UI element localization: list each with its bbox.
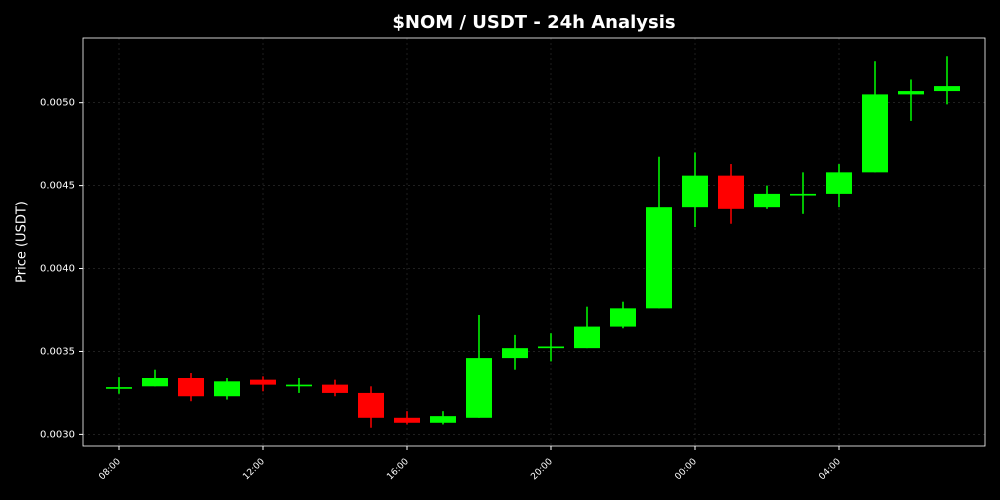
candle-body [646, 207, 672, 309]
candle-body [934, 86, 960, 92]
candle-body [142, 378, 168, 387]
candle-body [106, 387, 132, 389]
candle-body [430, 416, 456, 423]
plot-frame [82, 37, 986, 447]
y-tick-label: 0.0030 [40, 429, 75, 440]
y-tick-label: 0.0040 [40, 264, 75, 275]
chart-title: $NOM / USDT - 24h Analysis [392, 12, 675, 33]
y-tick-label: 0.0050 [40, 98, 75, 109]
candle-body [862, 94, 888, 173]
candle-body [322, 384, 348, 393]
candle-body [538, 346, 564, 349]
candle-body [466, 358, 492, 418]
candle-body [574, 326, 600, 349]
candle-body [358, 392, 384, 418]
y-axis-label: Price (USDT) [15, 201, 30, 283]
candle-body [826, 172, 852, 194]
candle-body [790, 193, 816, 196]
candle-body [682, 175, 708, 208]
candle-body [250, 379, 276, 385]
candle-body [502, 348, 528, 359]
candle-body [394, 417, 420, 423]
candle-body [610, 308, 636, 327]
y-tick-label: 0.0035 [40, 346, 75, 357]
candle-body [178, 378, 204, 397]
y-tick-label: 0.0045 [40, 181, 75, 192]
candle-body [286, 384, 312, 387]
candle-body [718, 175, 744, 209]
candle-body [898, 91, 924, 95]
candle-body [754, 193, 780, 208]
candle-body [214, 381, 240, 397]
